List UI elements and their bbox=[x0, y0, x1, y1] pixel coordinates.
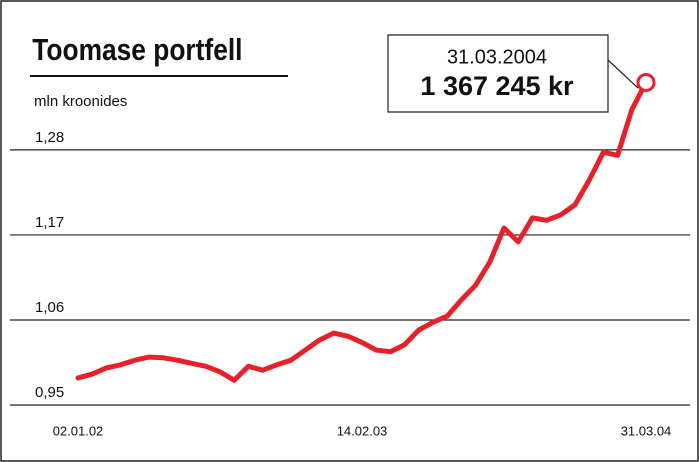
chart-title: Toomase portfell bbox=[32, 33, 242, 67]
callout-value: 1 367 245 kr bbox=[420, 71, 574, 101]
callout-date: 31.03.2004 bbox=[447, 46, 547, 68]
x-tick-label: 02.01.02 bbox=[53, 423, 104, 438]
callout-box bbox=[387, 34, 609, 113]
plot: 0,95 1,06 1,17 1,28 02.01.02 14.02.03 31.03.04 bbox=[10, 72, 690, 438]
end-marker bbox=[636, 72, 656, 92]
chart-subtitle: mln kroonides bbox=[34, 93, 127, 110]
x-tick-label: 31.03.04 bbox=[621, 423, 672, 438]
y-tick-label: 1,28 bbox=[35, 129, 64, 146]
series-line bbox=[75, 80, 649, 383]
y-tick-label: 0,95 bbox=[35, 384, 64, 401]
x-tick-label: 14.02.03 bbox=[337, 423, 388, 438]
callout-pointer bbox=[607, 59, 639, 89]
y-tick-label: 1,06 bbox=[35, 299, 64, 316]
y-tick-label: 1,17 bbox=[35, 214, 64, 231]
